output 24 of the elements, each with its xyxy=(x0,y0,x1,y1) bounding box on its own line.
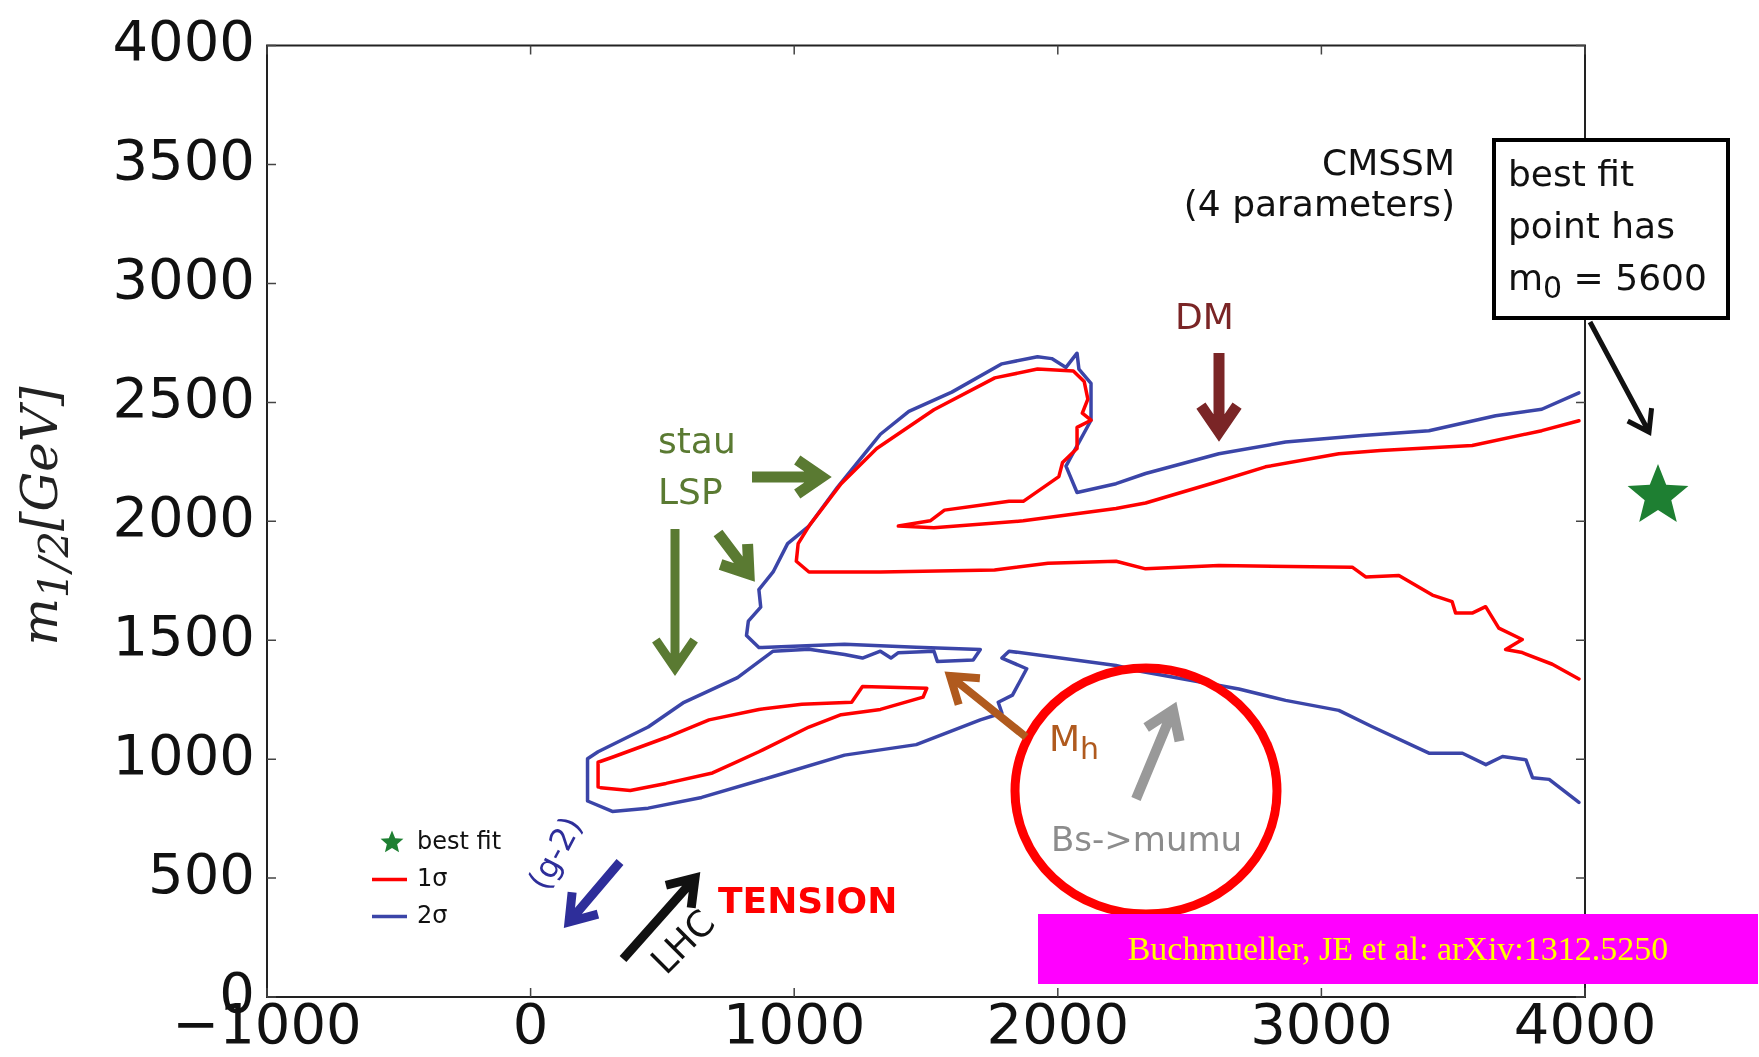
annotation: CMSSM (4 parameters) xyxy=(1183,142,1455,224)
y-tick-label: 500 xyxy=(148,840,255,906)
x-tick-label: 1000 xyxy=(722,991,866,1057)
annotation: M$_{h}$ xyxy=(1049,718,1100,767)
y-tick-label: 2000 xyxy=(112,483,255,549)
annotation: Bs->mumu xyxy=(1051,819,1243,859)
caption-box: Buchmueller, JE et al: arXiv:1312.5250 xyxy=(1038,914,1758,984)
annotation: DM xyxy=(1175,296,1234,337)
x-tick-label: 2000 xyxy=(986,991,1130,1057)
x-tick-label: 3000 xyxy=(1250,991,1393,1057)
y-tick-label: 2500 xyxy=(112,364,255,430)
y-tick-label: 4000 xyxy=(112,8,255,74)
y-tick-label: 1000 xyxy=(112,721,255,787)
x-tick-label: 4000 xyxy=(1513,991,1657,1057)
annotation: stau LSP xyxy=(658,419,736,515)
legend-label: best fit xyxy=(417,826,502,855)
legend-label: 1σ xyxy=(417,863,448,892)
annotation: TENSION xyxy=(718,880,898,921)
legend-label: 2σ xyxy=(417,900,448,929)
y-tick-label: 3000 xyxy=(112,246,255,311)
text-box: best fit point has m$_{0}$ = 5600 xyxy=(1492,138,1730,321)
y-tick-label: 1500 xyxy=(112,602,255,668)
y-tick-label: 3500 xyxy=(112,127,255,193)
x-tick-label: 0 xyxy=(512,991,549,1057)
